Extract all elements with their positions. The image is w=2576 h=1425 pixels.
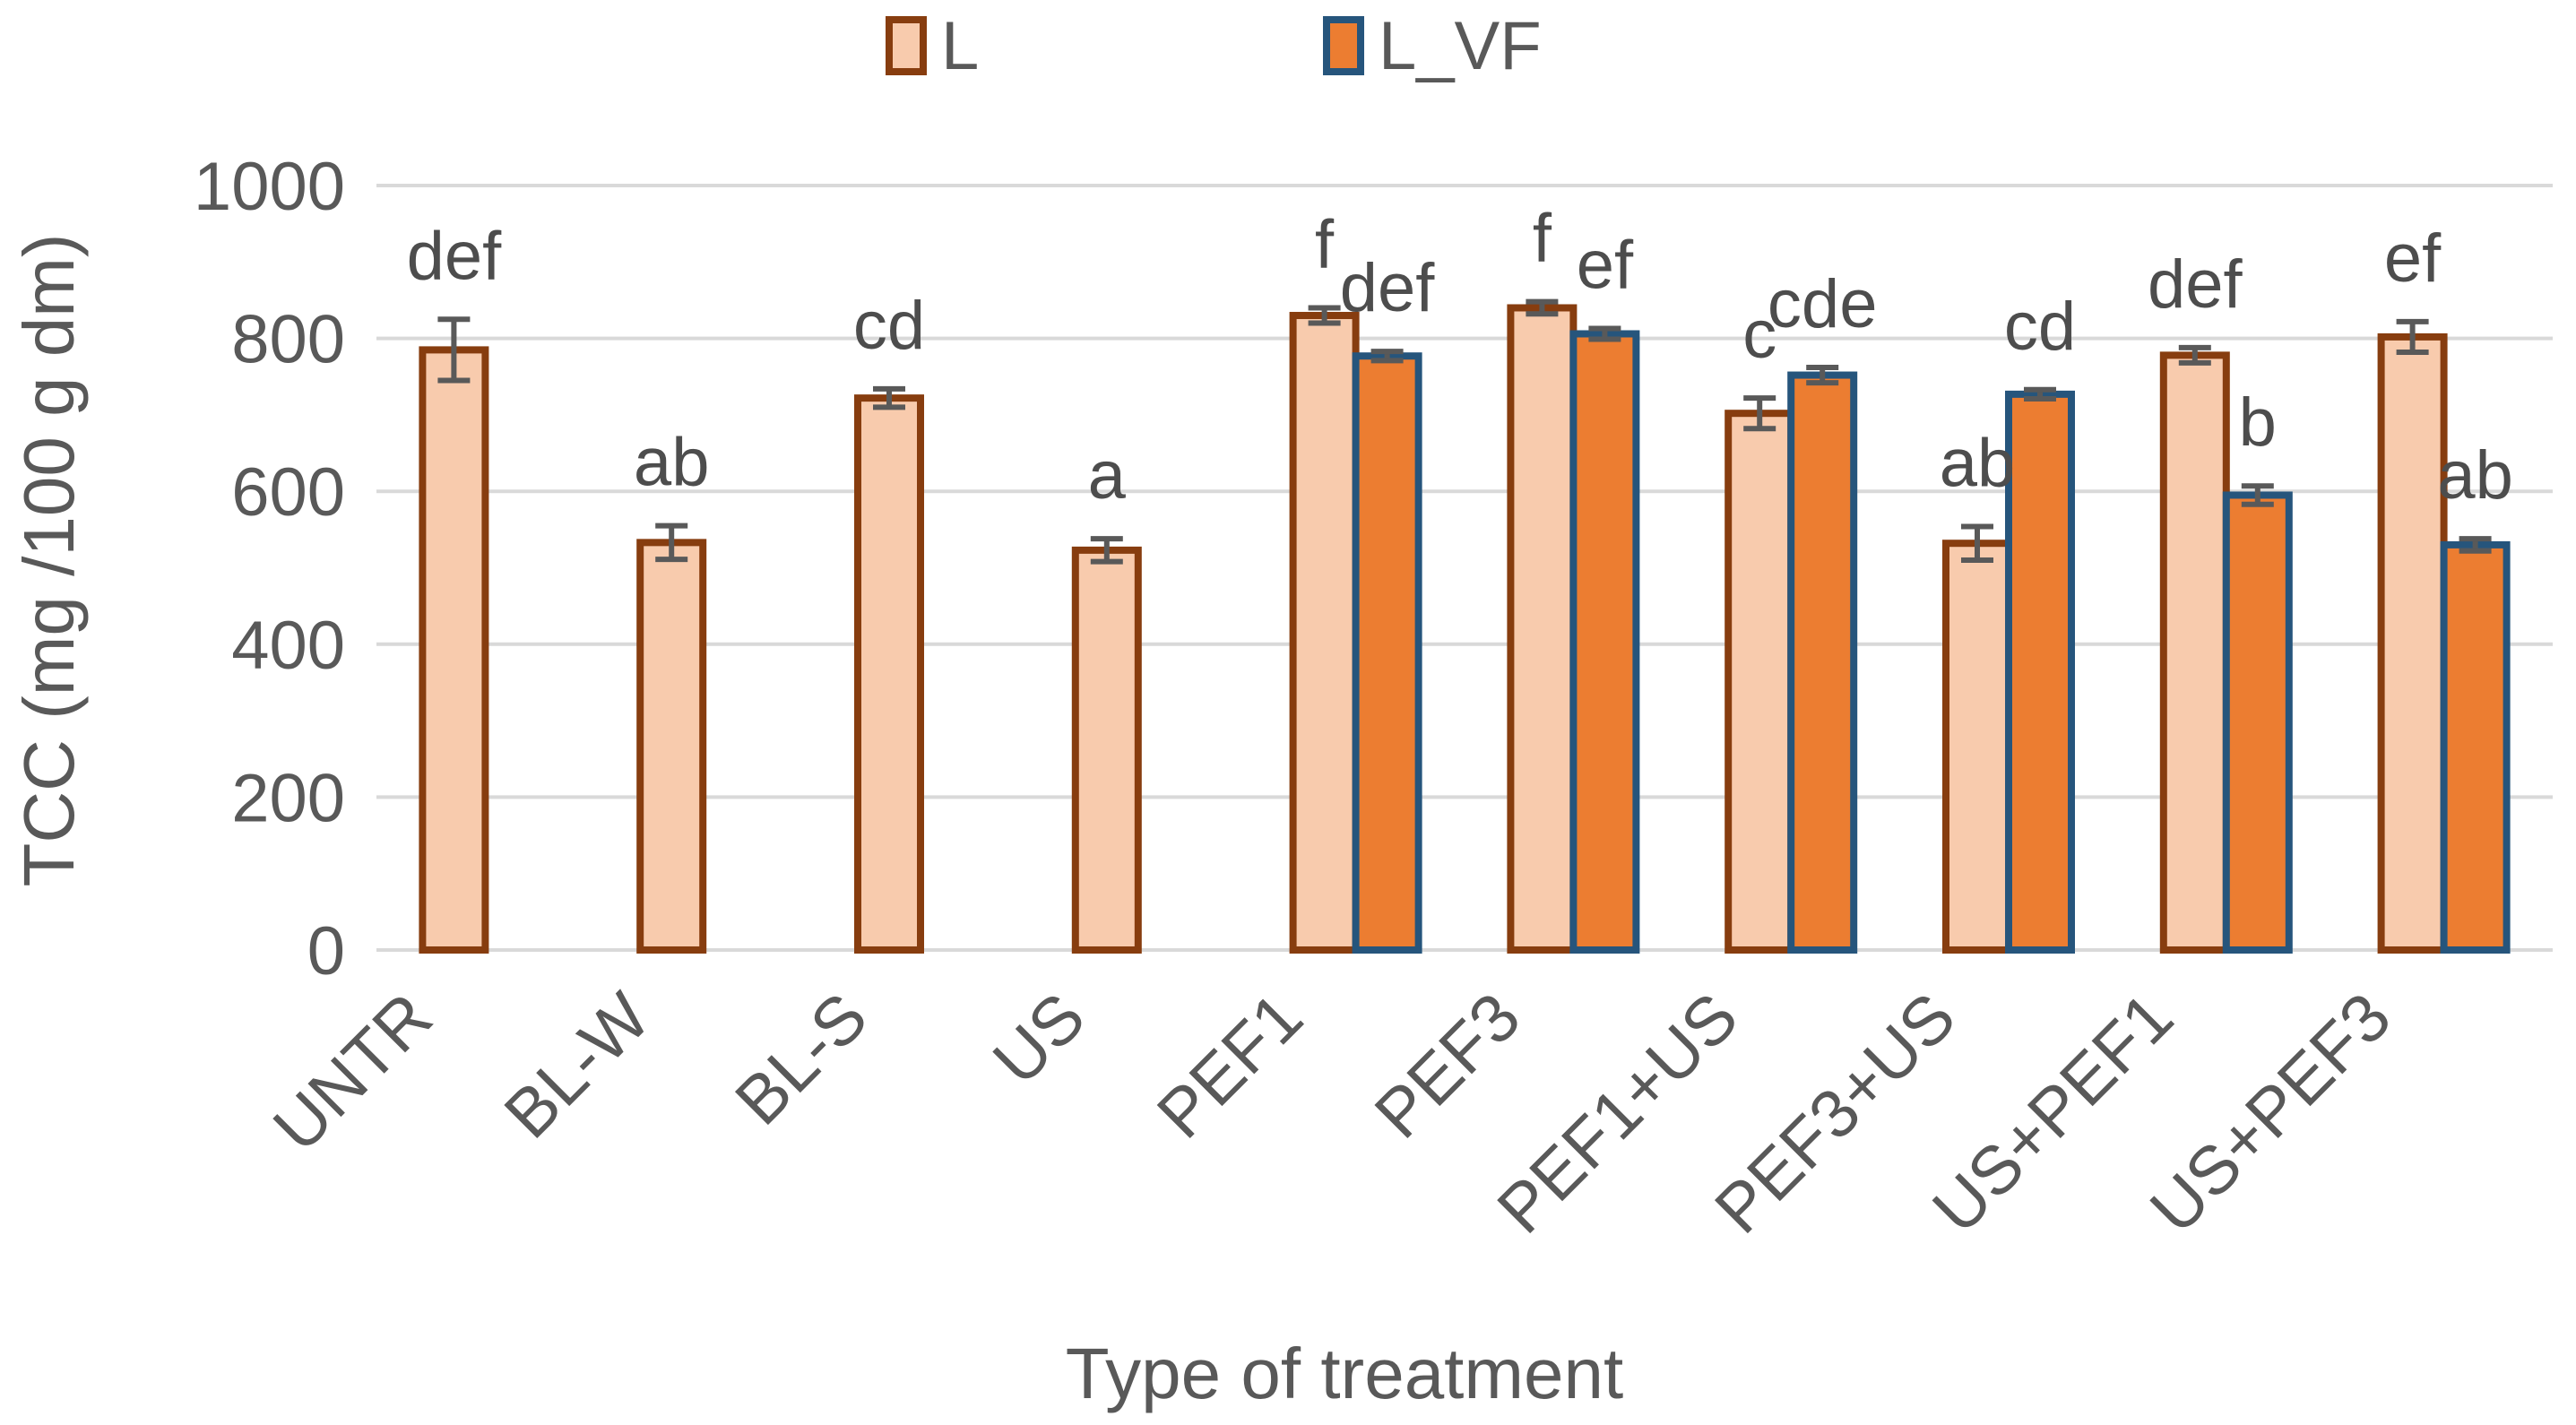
significance-letter: a: [1088, 437, 1127, 514]
legend-label-lvf: L_VF: [1379, 8, 1542, 84]
x-tick-label: US: [979, 979, 1100, 1100]
y-tick-label: 0: [307, 913, 345, 989]
significance-letter: ef: [1577, 228, 1634, 304]
x-tick-label: BL-S: [721, 979, 882, 1140]
legend-item-l: L: [886, 8, 979, 84]
bar-L_VF-US+PEF3: [2440, 540, 2511, 954]
significance-letter: c: [1742, 297, 1776, 373]
y-tick-labels-group: 0 200 400 600 800 1000: [194, 149, 345, 989]
bars-group: [419, 304, 2511, 954]
significance-letter: cde: [1768, 266, 1878, 342]
legend: L L_VF: [886, 8, 1542, 84]
legend-swatch-lvf: [1323, 16, 1364, 75]
x-tick-label: BL-W: [490, 979, 665, 1153]
bar-L-PEF1+US: [1725, 410, 1795, 954]
y-tick-label: 200: [231, 760, 345, 836]
x-tick-labels-group: UNTR BL-W BL-S US PEF1 PEF3PEF1+USPEF3+USUS+P…: [259, 979, 2406, 1248]
y-tick-label: 800: [231, 302, 345, 378]
bar-L_VF-PEF1: [1352, 352, 1422, 954]
legend-label-l: L: [941, 8, 979, 84]
bar-L_VF-US+PEF1: [2222, 491, 2293, 954]
x-tick-label: UNTR: [259, 979, 446, 1166]
bar-L-US+PEF3: [2377, 332, 2448, 954]
bar-L_VF-PEF1+US: [1787, 371, 1858, 954]
x-tick-label: PEF3+US: [1700, 979, 1970, 1248]
y-tick-label: 1000: [194, 149, 345, 225]
x-tick-label: PEF1: [1143, 979, 1318, 1153]
legend-item-lvf: L_VF: [1323, 8, 1542, 84]
bar-L-US+PEF1: [2159, 351, 2230, 954]
significance-letter: ef: [2384, 220, 2442, 297]
significance-letter: cd: [853, 288, 925, 364]
x-tick-label: US+PEF1: [1918, 979, 2188, 1248]
legend-swatch-l: [886, 16, 927, 75]
significance-letter: def: [1340, 250, 1436, 326]
significance-letter: cd: [2004, 289, 2076, 365]
bar-L-US: [1071, 546, 1142, 954]
significance-letter: f: [1533, 201, 1552, 277]
bar-L-PEF3+US: [1942, 540, 2012, 954]
bar-L_VF-PEF3+US: [2005, 390, 2075, 954]
bar-L-PEF1: [1289, 312, 1360, 954]
bar-L-PEF3: [1507, 304, 1578, 954]
bar-L-UNTR: [419, 346, 489, 954]
y-tick-label: 600: [231, 454, 345, 531]
bar-L-BL-S: [854, 394, 924, 954]
significance-letter: f: [1315, 206, 1335, 282]
x-tick-label: US+PEF3: [2136, 979, 2406, 1248]
significance-letter: ab: [634, 425, 710, 501]
significance-letter: def: [2148, 246, 2243, 323]
x-axis-title: Type of treatment: [1066, 1334, 1624, 1413]
x-tick-label: PEF1+US: [1483, 979, 1753, 1248]
significance-letter: def: [407, 218, 503, 294]
x-tick-label: PEF3: [1361, 979, 1535, 1153]
bar-L-BL-W: [636, 539, 707, 954]
y-axis-title: TCC (mg /100 g dm): [9, 233, 89, 886]
bar-L_VF-PEF3: [1569, 330, 1640, 954]
y-tick-label: 400: [231, 608, 345, 684]
error-bars-group: [437, 298, 2492, 565]
significance-letter: ab: [1940, 425, 2016, 501]
significance-letter: b: [2239, 384, 2277, 461]
significance-letter: ab: [2437, 437, 2513, 514]
